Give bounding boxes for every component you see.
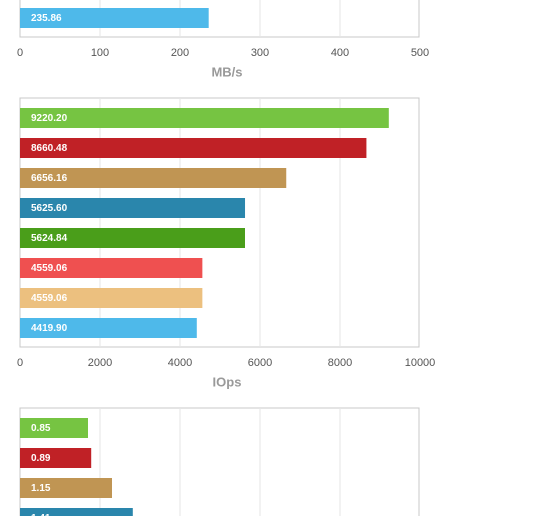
x-tick-label: 0 [17, 357, 23, 369]
value-label: 1.15 [31, 483, 51, 494]
x-tick-label: 100 [91, 47, 109, 59]
bar [20, 138, 367, 158]
value-label: 4559.06 [31, 263, 68, 274]
value-label: 4419.90 [31, 323, 68, 334]
value-label: 8660.48 [31, 143, 68, 154]
bar [20, 228, 245, 248]
bar [20, 508, 133, 516]
value-label: 5625.60 [31, 203, 68, 214]
x-tick-label: 500 [411, 47, 429, 59]
x-tick-label: 10000 [405, 357, 436, 369]
bar [20, 448, 92, 468]
x-tick-label: 300 [251, 47, 269, 59]
bar [20, 288, 203, 308]
value-label: 4559.06 [31, 293, 68, 304]
x-axis-label: MB/s [211, 64, 242, 79]
bar [20, 318, 197, 338]
x-axis-label: IOps [213, 374, 242, 389]
bar [20, 418, 88, 438]
x-tick-label: 0 [17, 47, 23, 59]
bar [20, 198, 246, 218]
x-tick-label: 6000 [248, 357, 272, 369]
x-tick-label: 200 [171, 47, 189, 59]
value-label: 1.41 [31, 513, 51, 516]
value-label: 6656.16 [31, 173, 68, 184]
value-label: 235.86 [31, 13, 62, 24]
bar [20, 108, 389, 128]
plot-frame [19, 97, 420, 348]
value-label: 5624.84 [31, 233, 68, 244]
x-tick-label: 2000 [88, 357, 112, 369]
x-tick-label: 8000 [328, 357, 352, 369]
x-tick-label: 400 [331, 47, 349, 59]
value-label: 0.85 [31, 423, 51, 434]
bar [20, 478, 112, 498]
value-label: 9220.20 [31, 113, 68, 124]
value-label: 0.89 [31, 453, 51, 464]
x-tick-label: 4000 [168, 357, 192, 369]
bar [20, 258, 203, 278]
bar [20, 168, 287, 188]
bar [20, 8, 209, 28]
